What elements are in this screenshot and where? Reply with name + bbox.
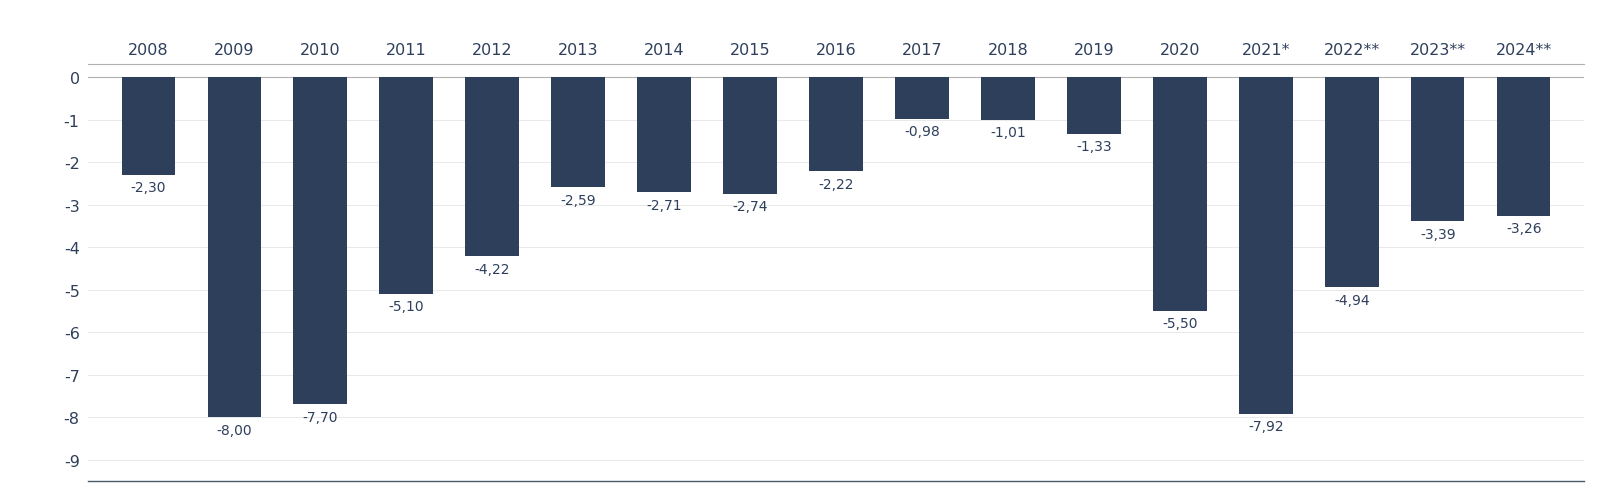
Bar (379, 78, 432, 294)
Text: -5,10: -5,10 (389, 300, 424, 314)
Bar (293, 78, 347, 405)
Text: -2,30: -2,30 (131, 181, 166, 195)
Text: -2,74: -2,74 (733, 199, 768, 213)
Bar (466, 78, 518, 257)
Bar (723, 78, 776, 194)
Text: -2,59: -2,59 (560, 193, 595, 207)
Text: -1,01: -1,01 (990, 126, 1026, 140)
Bar (637, 78, 691, 193)
Text: -2,22: -2,22 (818, 177, 854, 191)
Text: -3,39: -3,39 (1421, 227, 1456, 241)
Bar (896, 78, 949, 119)
Text: -7,70: -7,70 (302, 410, 338, 424)
Bar (1325, 78, 1379, 288)
Bar (810, 78, 862, 172)
Bar (1154, 78, 1206, 311)
Text: -7,92: -7,92 (1248, 419, 1283, 433)
Text: -4,94: -4,94 (1334, 293, 1370, 307)
Text: -5,50: -5,50 (1162, 317, 1198, 331)
Text: -3,26: -3,26 (1506, 222, 1542, 235)
Text: -4,22: -4,22 (474, 263, 510, 277)
Bar (552, 78, 605, 188)
Bar (981, 78, 1035, 121)
Text: -8,00: -8,00 (216, 423, 251, 437)
Text: -2,71: -2,71 (646, 198, 682, 212)
Bar (1411, 78, 1464, 222)
Text: -1,33: -1,33 (1077, 140, 1112, 154)
Text: -0,98: -0,98 (904, 125, 939, 139)
Bar (1067, 78, 1120, 134)
Bar (208, 78, 261, 417)
Bar (1240, 78, 1293, 414)
Bar (122, 78, 174, 175)
Bar (1498, 78, 1550, 216)
